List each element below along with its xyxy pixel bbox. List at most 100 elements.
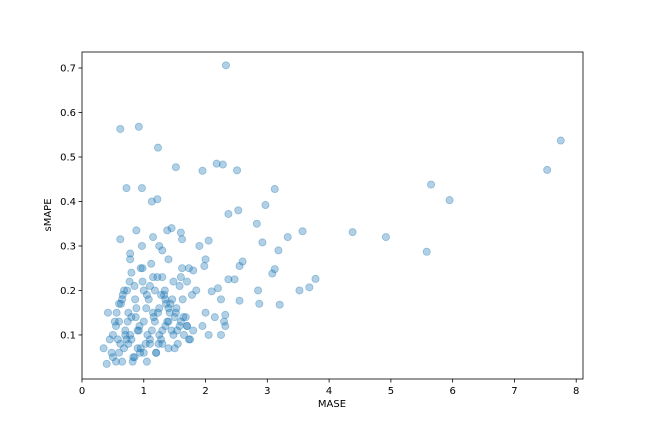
- point: [131, 313, 140, 322]
- x-tick-label: 4: [326, 386, 332, 397]
- point: [261, 201, 270, 210]
- point: [108, 330, 117, 339]
- point: [107, 348, 116, 357]
- point: [155, 330, 164, 339]
- point: [131, 295, 140, 304]
- point: [187, 290, 196, 299]
- point: [130, 282, 139, 291]
- point: [137, 241, 146, 250]
- point: [143, 330, 152, 339]
- point: [224, 209, 233, 218]
- point: [158, 339, 167, 348]
- point: [175, 322, 184, 331]
- point: [152, 348, 161, 357]
- point: [112, 308, 121, 317]
- point: [138, 277, 147, 286]
- y-tick-label: 0.4: [60, 197, 76, 208]
- point: [150, 317, 159, 326]
- point: [116, 339, 125, 348]
- point: [254, 286, 263, 295]
- point: [183, 322, 192, 331]
- point: [168, 295, 177, 304]
- point: [158, 273, 167, 282]
- point: [173, 339, 182, 348]
- point: [103, 308, 112, 317]
- point: [105, 335, 114, 344]
- point: [543, 165, 552, 174]
- point: [145, 335, 154, 344]
- point: [164, 304, 173, 313]
- y-tick-label: 0.2: [60, 286, 76, 297]
- point: [115, 348, 124, 357]
- point: [195, 241, 204, 250]
- point: [158, 326, 167, 335]
- point: [204, 330, 213, 339]
- point: [126, 249, 135, 258]
- point: [171, 308, 180, 317]
- point: [122, 335, 131, 344]
- point: [348, 228, 357, 237]
- point: [122, 184, 131, 193]
- point: [158, 246, 167, 255]
- point: [204, 236, 213, 245]
- point: [157, 290, 166, 299]
- point: [110, 317, 119, 326]
- point: [152, 348, 161, 357]
- point: [270, 185, 279, 194]
- point: [142, 357, 151, 366]
- point: [238, 257, 247, 266]
- point: [164, 344, 173, 353]
- point: [147, 259, 156, 268]
- point: [162, 299, 171, 308]
- point: [127, 335, 136, 344]
- point: [275, 300, 284, 309]
- point: [198, 166, 207, 175]
- point: [230, 275, 239, 284]
- point: [134, 326, 143, 335]
- point: [141, 339, 150, 348]
- point: [127, 313, 136, 322]
- point: [167, 224, 176, 233]
- point: [268, 269, 277, 278]
- point: [183, 322, 192, 331]
- point: [166, 299, 175, 308]
- point: [169, 277, 178, 286]
- point: [123, 317, 132, 326]
- point: [133, 344, 142, 353]
- point: [184, 264, 193, 273]
- point: [381, 233, 390, 242]
- point: [422, 247, 431, 256]
- point: [160, 290, 169, 299]
- point: [145, 339, 154, 348]
- point: [218, 160, 227, 169]
- point: [142, 290, 151, 299]
- point: [127, 268, 136, 277]
- point: [129, 353, 138, 362]
- point: [149, 308, 158, 317]
- point: [136, 348, 145, 357]
- point: [115, 299, 124, 308]
- point: [176, 273, 185, 282]
- point: [153, 308, 162, 317]
- y-tick-label: 0.1: [60, 330, 76, 341]
- point: [120, 344, 129, 353]
- point: [274, 246, 283, 255]
- point: [108, 353, 117, 362]
- point: [179, 313, 188, 322]
- point: [145, 282, 154, 291]
- point: [233, 166, 242, 175]
- point: [153, 143, 162, 152]
- point: [163, 226, 172, 235]
- point: [99, 344, 108, 353]
- point: [121, 330, 130, 339]
- point: [134, 122, 143, 131]
- point: [176, 228, 185, 237]
- point: [138, 264, 147, 273]
- point: [118, 357, 127, 366]
- x-tick-label: 7: [511, 386, 517, 397]
- point: [150, 286, 159, 295]
- point: [132, 226, 141, 235]
- point: [305, 283, 314, 292]
